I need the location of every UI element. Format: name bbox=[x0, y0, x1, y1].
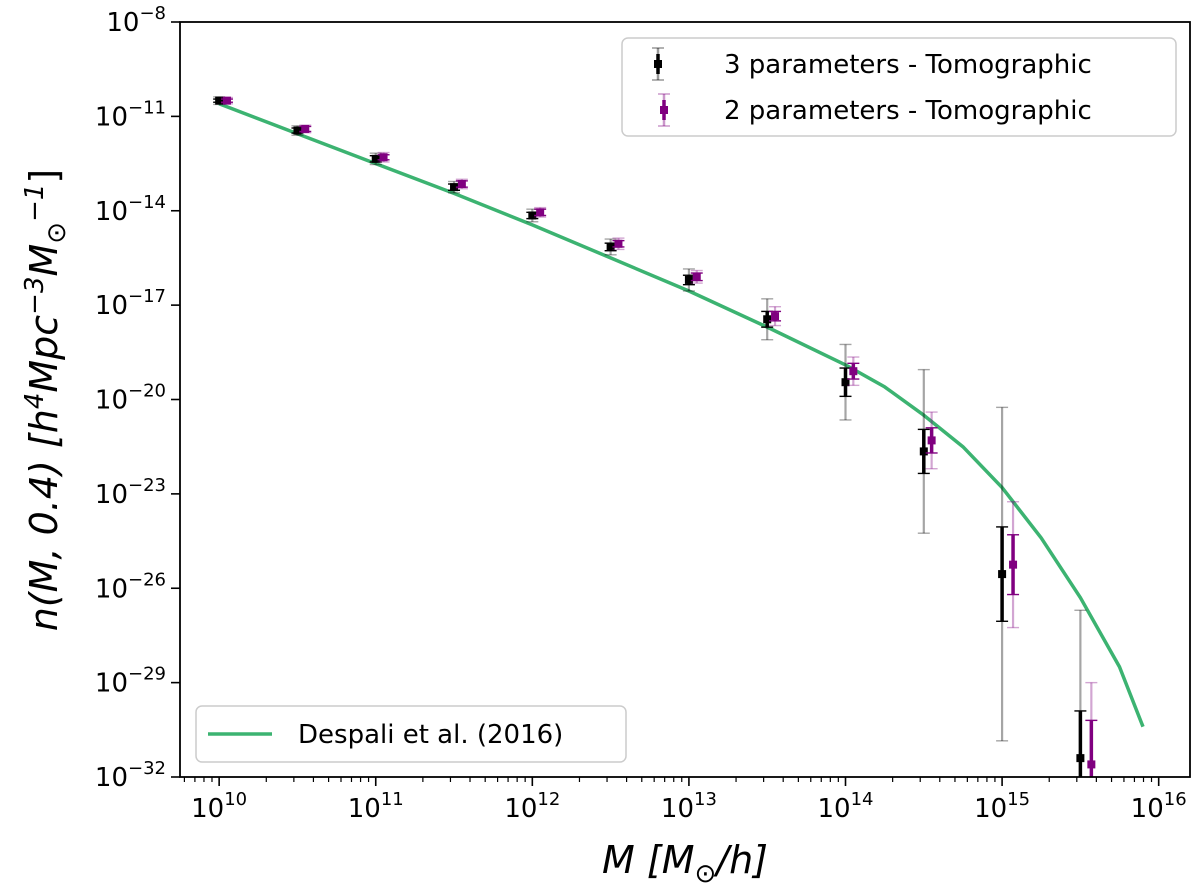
x-tick-label: 1015 bbox=[974, 789, 1030, 824]
legend-marker-2-parameters bbox=[658, 93, 670, 127]
series-2-parameters bbox=[220, 96, 1098, 777]
legend-label-3-parameters: 3 parameters - Tomographic bbox=[724, 50, 1092, 80]
legend-bottom: Despali et al. (2016) bbox=[195, 705, 627, 763]
data-point bbox=[301, 124, 310, 133]
data-point bbox=[927, 436, 936, 445]
data-point bbox=[222, 96, 231, 105]
data-point bbox=[763, 315, 772, 324]
x-axis: 1010 1011 1012 1013 1014 1015 1016 bbox=[183, 777, 1187, 824]
data-point bbox=[849, 367, 858, 376]
data-point bbox=[692, 272, 701, 281]
data-point bbox=[606, 242, 615, 251]
legend-top-box bbox=[621, 37, 1177, 137]
data-point bbox=[536, 208, 545, 217]
data-point bbox=[450, 183, 459, 192]
data-point bbox=[1076, 754, 1085, 763]
legend-bottom-box bbox=[195, 705, 627, 763]
y-axis: 10−32 10−29 10−26 10−23 10−20 10−17 10−14 10−11… bbox=[95, 3, 180, 793]
x-tick-label: 1012 bbox=[504, 789, 560, 824]
data-point bbox=[771, 312, 780, 321]
legend-marker-3-parameters bbox=[652, 47, 664, 81]
x-tick-label: 1010 bbox=[191, 789, 247, 824]
data-point bbox=[919, 447, 928, 456]
data-point bbox=[528, 211, 537, 220]
x-tick-label: 1013 bbox=[661, 789, 717, 824]
y-tick-label: 10−26 bbox=[95, 569, 166, 604]
data-point bbox=[614, 239, 623, 248]
plot-area bbox=[213, 96, 1145, 777]
data-point bbox=[379, 153, 388, 162]
data-point bbox=[293, 126, 302, 135]
y-axis-title: n(M, 0.4) [h4Mpc−3M⊙−1] bbox=[20, 169, 72, 632]
y-tick-label: 10−32 bbox=[95, 758, 166, 793]
data-point bbox=[371, 154, 380, 163]
x-tick-label: 1011 bbox=[348, 789, 404, 824]
data-point bbox=[841, 378, 850, 387]
y-tick-label: 10−29 bbox=[95, 664, 166, 699]
data-point bbox=[215, 96, 224, 105]
y-tick-label: 10−8 bbox=[106, 3, 166, 38]
series-3-parameters bbox=[213, 96, 1087, 777]
legend-label-despali: Despali et al. (2016) bbox=[298, 720, 563, 750]
x-tick-label: 1016 bbox=[1131, 789, 1187, 824]
y-tick-label: 10−17 bbox=[95, 286, 166, 321]
legend-label-2-parameters: 2 parameters - Tomographic bbox=[724, 96, 1092, 126]
despali-line bbox=[218, 102, 1145, 728]
y-tick-label: 10−11 bbox=[95, 97, 166, 132]
legend-top: 3 parameters - Tomographic 2 parameters … bbox=[621, 37, 1177, 137]
data-point bbox=[1009, 560, 1018, 569]
data-point bbox=[998, 570, 1007, 579]
data-point bbox=[684, 275, 693, 284]
y-tick-label: 10−14 bbox=[95, 192, 166, 227]
x-tick-label: 1014 bbox=[818, 789, 874, 824]
data-point bbox=[457, 180, 466, 189]
x-axis-title: M [M⊙/h] bbox=[602, 838, 768, 888]
data-point bbox=[1087, 760, 1096, 769]
y-tick-label: 10−23 bbox=[95, 475, 166, 510]
y-tick-label: 10−20 bbox=[95, 381, 166, 416]
